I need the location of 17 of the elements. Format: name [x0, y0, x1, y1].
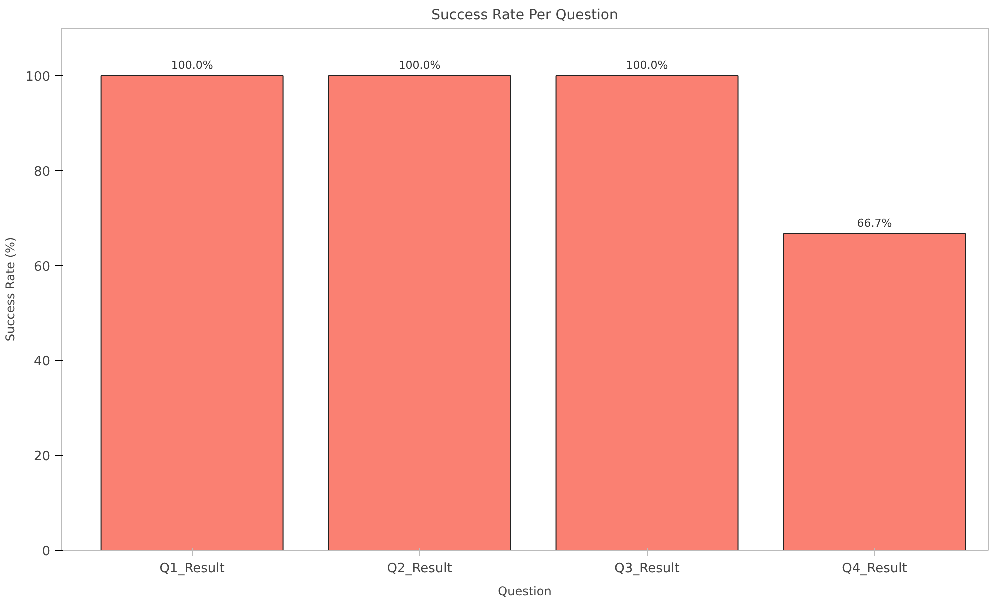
- x-axis-title: Question: [498, 584, 552, 598]
- y-tick-label: 40: [34, 354, 51, 370]
- data-label: 100.0%: [626, 58, 668, 72]
- x-tick-label: Q2_Result: [387, 562, 452, 576]
- y-tick-label: 60: [34, 260, 51, 275]
- chart-title: Success Rate Per Question: [432, 8, 618, 24]
- y-tick-label: 20: [34, 450, 51, 465]
- data-label: 100.0%: [171, 58, 214, 72]
- x-tick-label: Q3_Result: [614, 562, 680, 576]
- data-label: 100.0%: [398, 58, 441, 72]
- y-axis-title: Success Rate (%): [4, 237, 18, 342]
- data-label: 66.7%: [857, 216, 892, 230]
- x-tick-label: Q1_Result: [160, 562, 225, 576]
- y-tick-label: 0: [42, 544, 51, 560]
- x-tick-label: Q4_Result: [842, 562, 908, 576]
- y-tick-label: 80: [34, 164, 51, 180]
- y-tick-label: 100: [26, 70, 51, 85]
